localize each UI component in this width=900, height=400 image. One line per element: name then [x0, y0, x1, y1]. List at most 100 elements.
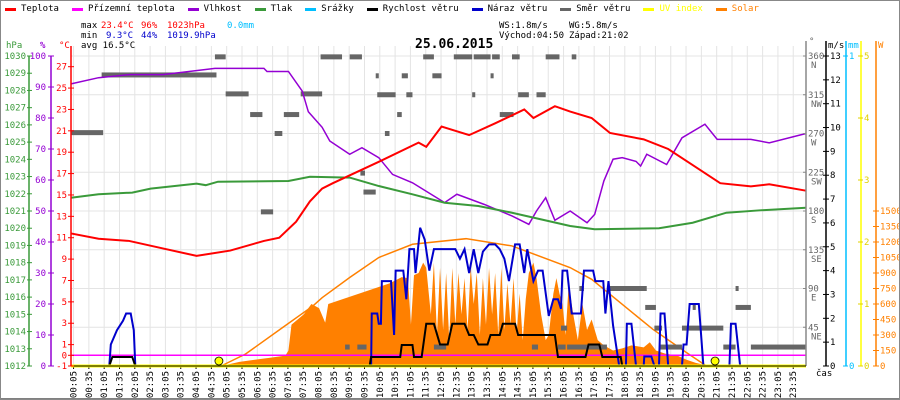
- x-tick-label: 05:05: [223, 371, 233, 398]
- wind-direction-mark: [345, 344, 350, 350]
- wind-direction-mark: [472, 92, 476, 98]
- x-tick-label: 14:35: [514, 371, 524, 398]
- wind-speed-tick-label: 0: [830, 362, 835, 372]
- legend-item: Tlak: [254, 4, 292, 14]
- x-tick-label: 20:05: [682, 371, 692, 398]
- stats-min-hum: 44%: [141, 31, 158, 41]
- x-tick-label: 14:05: [498, 371, 508, 398]
- temperature-tick-label: 23: [56, 105, 67, 115]
- wind-direction-mark: [557, 344, 566, 350]
- wind-direction-mark: [518, 92, 529, 98]
- temperature-tick-label: 13: [56, 212, 67, 222]
- legend-swatch: [305, 7, 317, 11]
- solar-tick-label: 1350: [880, 223, 900, 233]
- humidity-tick-label: 0: [41, 362, 46, 372]
- solar-area: [221, 262, 708, 366]
- wind-direction-mark: [606, 286, 647, 291]
- wind-dir-tick-label: 360: [808, 52, 824, 62]
- wind-dir-tick-label: 135: [808, 246, 824, 256]
- legend-item: Teplota: [5, 4, 59, 14]
- pressure-tick-label: 1019: [4, 241, 26, 251]
- x-tick-label: 23:05: [774, 371, 784, 398]
- x-tick-label: 08:35: [330, 371, 340, 398]
- stats-min-temp: 9.3°C: [106, 31, 134, 41]
- wind-direction-mark: [536, 92, 546, 98]
- legend: Teplota Přízemní teplota Vlhkost Tlak Srážky…: [5, 4, 759, 14]
- wind-speed-tick-label: 4: [830, 267, 835, 277]
- temperature-tick-label: 15: [56, 191, 67, 201]
- humidity-unit: %: [40, 41, 46, 51]
- wind-dir-compass-label: NE: [811, 332, 822, 342]
- wind-direction-mark: [384, 131, 390, 136]
- sunrise-icon: [214, 356, 224, 366]
- wind-speed-tick-label: 13: [830, 52, 841, 62]
- x-tick-label: 02:05: [131, 371, 141, 398]
- humidity-line: [70, 67, 807, 226]
- wind-direction-mark: [360, 170, 365, 176]
- pressure-tick-label: 1029: [4, 69, 26, 79]
- x-axis-label: čas: [816, 369, 833, 379]
- solar-tick-label: 1500: [880, 207, 900, 217]
- pressure-tick-label: 1016: [4, 293, 26, 303]
- stats-max-press: 1023hPa: [167, 21, 205, 31]
- x-tick-label: 17:05: [590, 371, 600, 398]
- temperature-tick-label: 5: [62, 298, 67, 308]
- wind-direction-mark: [260, 209, 274, 215]
- solar-tick-label: 600: [880, 300, 896, 310]
- x-tick-label: 13:35: [483, 371, 493, 398]
- wind-dir-tick-label: 270: [808, 130, 824, 140]
- x-tick-label: 06:05: [253, 371, 263, 398]
- pressure-tick-label: 1018: [4, 259, 26, 269]
- uv-tick-label: 4: [864, 114, 869, 124]
- temperature-tick-label: 3: [62, 319, 67, 329]
- legend-swatch: [5, 7, 16, 11]
- legend-label: UV index: [659, 4, 703, 14]
- x-tick-label: 03:05: [161, 371, 171, 398]
- pressure-tick-label: 1026: [4, 121, 26, 131]
- legend-swatch: [366, 7, 378, 11]
- wind-direction-mark: [250, 112, 263, 118]
- stats-sunrise: Východ:04:50: [499, 31, 565, 41]
- temperature-tick-label: 11: [56, 234, 67, 244]
- uv-tick-label: 3: [864, 176, 869, 186]
- temperature-tick-label: -1: [56, 362, 67, 372]
- x-tick-label: 22:35: [759, 371, 769, 398]
- wind-dir-tick-label: 45: [808, 323, 819, 333]
- wind-direction-mark: [490, 73, 494, 79]
- wind-direction-mark: [735, 304, 751, 310]
- wind-speed-tick-label: 6: [830, 219, 835, 229]
- wind-speed-tick-label: 1: [830, 338, 835, 348]
- pressure-tick-label: 1014: [4, 328, 26, 338]
- pressure-tick-label: 1024: [4, 155, 26, 165]
- wind-direction-mark: [320, 54, 343, 60]
- wind-speed-tick-label: 8: [830, 171, 835, 181]
- stats-sunset: Západ:21:02: [569, 31, 629, 41]
- pressure-tick-label: 1025: [4, 138, 26, 148]
- uv-tick-label: 0: [864, 362, 869, 372]
- wind-speed-tick-label: 12: [830, 76, 841, 86]
- legend-swatch: [471, 7, 483, 11]
- temperature-tick-label: 17: [56, 170, 67, 180]
- wind-direction-mark: [433, 344, 447, 350]
- x-tick-label: 08:05: [315, 371, 325, 398]
- wind-direction-mark: [571, 54, 577, 60]
- solar-tick-label: 900: [880, 269, 896, 279]
- wind-dir-compass-label: S: [811, 216, 816, 226]
- x-tick-label: 18:35: [636, 371, 646, 398]
- wind-direction-mark: [654, 325, 663, 331]
- wind-direction-mark: [214, 54, 226, 60]
- wind-dir-compass-label: E: [811, 294, 816, 304]
- x-tick-label: 00:35: [85, 371, 95, 398]
- x-tick-label: 00:05: [70, 371, 80, 398]
- legend-swatch: [643, 7, 655, 11]
- solar-tick-label: 1050: [880, 254, 900, 264]
- wind-dir-tick-label: 315: [808, 91, 824, 101]
- wind-direction-mark: [406, 92, 413, 98]
- legend-label: Solar: [731, 4, 759, 14]
- wind-direction-mark: [300, 91, 323, 97]
- legend-item: Solar: [715, 4, 759, 14]
- legend-label: Srážky: [321, 4, 354, 14]
- wind-direction-mark: [579, 286, 584, 291]
- x-tick-label: 05:35: [238, 371, 248, 398]
- humidity-tick-label: 30: [35, 269, 46, 279]
